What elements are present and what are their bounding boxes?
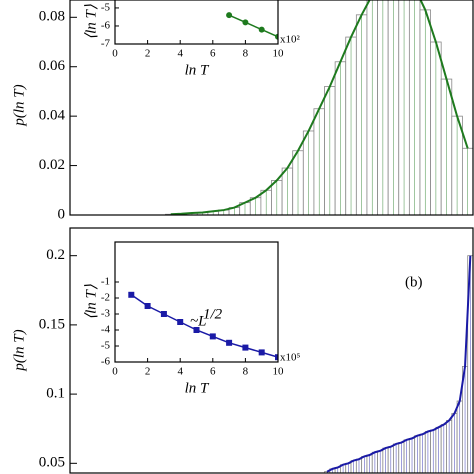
annotation-sup: 1/2 bbox=[203, 306, 223, 322]
y-tick-label: 0.06 bbox=[39, 58, 66, 74]
plot-area bbox=[165, 0, 473, 215]
y-tick-label: 0.05 bbox=[39, 455, 65, 471]
x-tick-label: 8 bbox=[243, 366, 249, 378]
x-tick-label: 6 bbox=[210, 366, 216, 378]
y-axis-label: p(ln T) bbox=[11, 329, 27, 371]
y-tick-label: -5 bbox=[101, 340, 111, 352]
marker bbox=[209, 333, 216, 340]
marker bbox=[128, 291, 135, 298]
frame bbox=[114, 241, 279, 363]
y-tick-label: 0.2 bbox=[46, 247, 65, 263]
frame bbox=[69, 227, 474, 474]
y-axis-label: p(ln T) bbox=[11, 84, 27, 126]
y-axis-label: ⟨ln T⟩ bbox=[83, 284, 99, 320]
axis-multiplier: x10⁵ bbox=[280, 352, 301, 364]
line bbox=[130, 294, 278, 358]
y-tick-label: -2 bbox=[101, 292, 110, 304]
inset-background bbox=[115, 0, 278, 44]
y-tick-label: 0 bbox=[58, 206, 66, 222]
annotation: ~L bbox=[190, 313, 206, 329]
x-axis-label: ln T bbox=[185, 62, 210, 78]
x-tick-label: 8 bbox=[243, 48, 249, 60]
x-tick-label: 2 bbox=[145, 366, 151, 378]
axis-multiplier: x10² bbox=[280, 34, 301, 46]
y-tick-label: -6 bbox=[101, 19, 111, 31]
y-tick-label: 0.02 bbox=[39, 157, 65, 173]
inset-background bbox=[115, 242, 278, 362]
marker bbox=[275, 33, 278, 40]
marker bbox=[226, 12, 233, 19]
y-tick-label: 0.1 bbox=[46, 386, 65, 402]
marker bbox=[258, 349, 265, 356]
marker bbox=[242, 19, 249, 26]
x-tick-label: 6 bbox=[210, 48, 216, 60]
y-tick-label: -3 bbox=[101, 308, 111, 320]
y-tick-label: -7 bbox=[101, 38, 111, 50]
line bbox=[228, 14, 278, 38]
fit-curve bbox=[326, 255, 472, 473]
x-tick-label: 4 bbox=[177, 366, 183, 378]
plot-area bbox=[324, 255, 473, 473]
frame bbox=[69, 0, 474, 216]
y-tick-label: -5 bbox=[101, 1, 111, 13]
marker bbox=[144, 303, 151, 309]
y-tick-label: -1 bbox=[101, 276, 110, 288]
marker bbox=[193, 327, 200, 333]
x-tick-label: 10 bbox=[273, 366, 285, 378]
y-tick-label: 0.08 bbox=[39, 9, 65, 25]
plot-area bbox=[128, 291, 278, 361]
y-tick-label: 0.04 bbox=[39, 108, 66, 124]
x-tick-label: 0 bbox=[112, 366, 118, 378]
x-axis-label: ln T bbox=[185, 380, 210, 396]
fit-curve bbox=[170, 0, 469, 215]
marker bbox=[258, 26, 265, 33]
y-tick-label: 0.15 bbox=[39, 316, 65, 332]
marker bbox=[226, 339, 233, 346]
x-tick-label: 10 bbox=[273, 48, 285, 60]
marker bbox=[160, 311, 167, 317]
y-tick-label: -6 bbox=[101, 356, 111, 368]
marker bbox=[275, 354, 278, 361]
marker bbox=[242, 344, 249, 351]
y-tick-label: -4 bbox=[101, 324, 111, 336]
panel-label: (b) bbox=[405, 274, 423, 290]
marker bbox=[177, 319, 184, 325]
y-axis-label: ⟨ln T⟩ bbox=[83, 4, 99, 40]
plot-area bbox=[226, 12, 278, 40]
x-tick-label: 0 bbox=[112, 48, 118, 60]
frame bbox=[114, 0, 279, 45]
x-tick-label: 4 bbox=[177, 48, 183, 60]
x-tick-label: 2 bbox=[145, 48, 151, 60]
